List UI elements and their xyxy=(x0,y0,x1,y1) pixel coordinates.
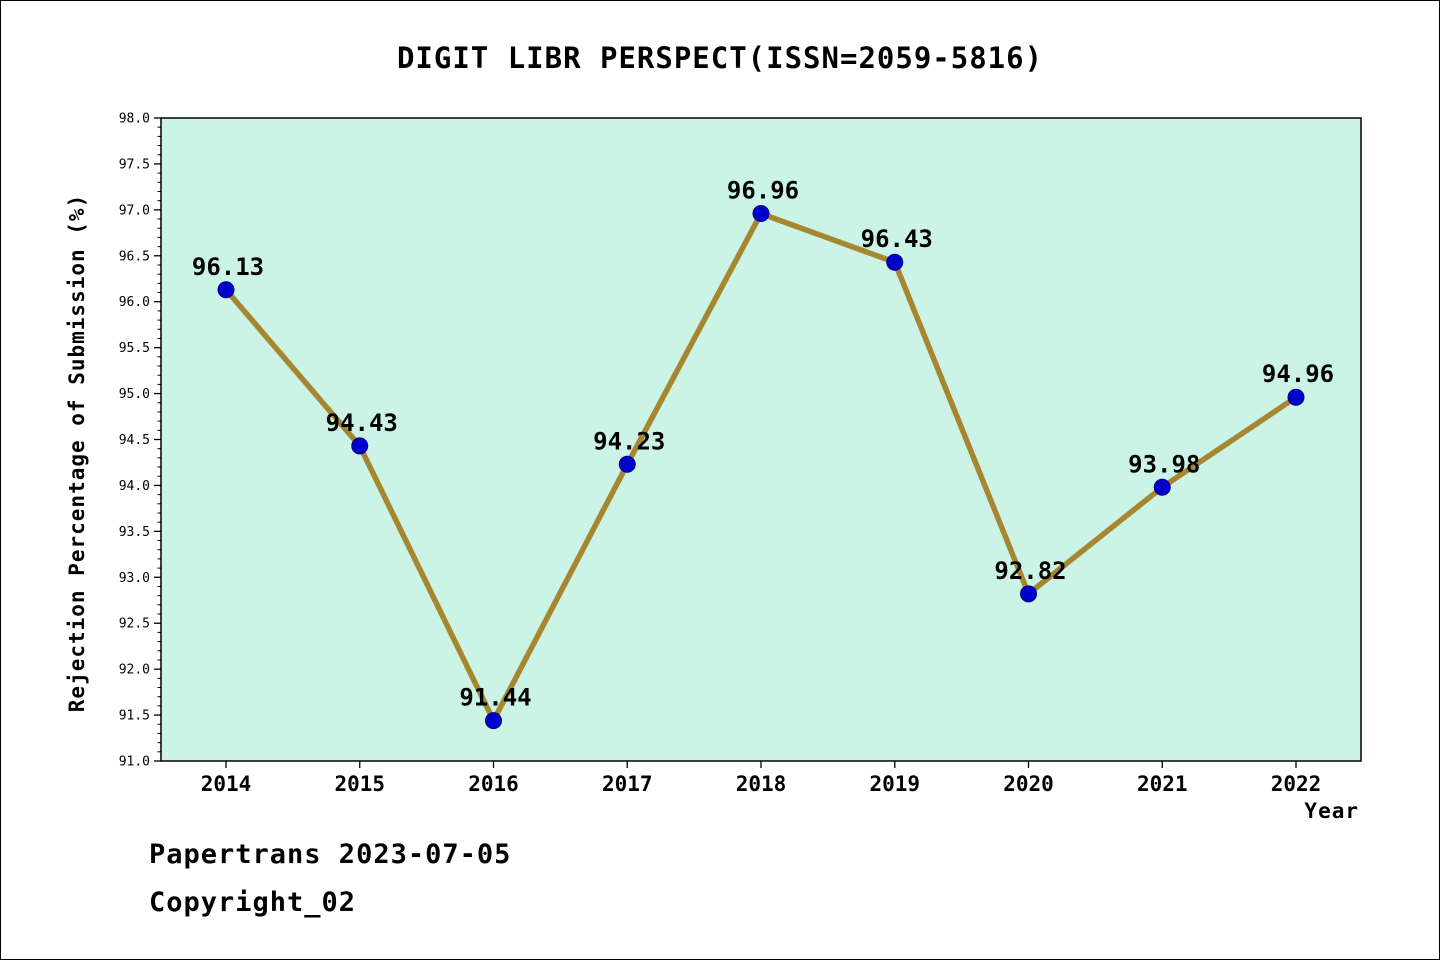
x-tick-label: 2022 xyxy=(1271,772,1322,796)
point-label: 94.96 xyxy=(1262,360,1334,388)
y-tick-label: 94.0 xyxy=(119,479,150,494)
y-tick-label: 96.0 xyxy=(119,295,150,310)
x-tick-label: 2018 xyxy=(736,772,787,796)
y-tick-label: 94.5 xyxy=(119,433,150,448)
data-point xyxy=(217,281,235,299)
data-point xyxy=(351,437,369,455)
data-point xyxy=(618,455,636,473)
data-point xyxy=(485,712,502,730)
chart-title: DIGIT LIBR PERSPECT(ISSN=2059-5816) xyxy=(396,41,1044,75)
data-point xyxy=(1153,478,1171,496)
x-tick-label: 2020 xyxy=(1003,772,1054,796)
point-label: 94.43 xyxy=(326,409,398,437)
x-tick-label: 2016 xyxy=(468,772,519,796)
y-tick-label: 95.5 xyxy=(119,341,150,356)
copyright-note: Copyright_02 xyxy=(149,887,357,918)
y-tick-label: 97.5 xyxy=(119,157,150,172)
point-label: 94.23 xyxy=(593,427,665,455)
y-tick-label: 92.5 xyxy=(119,617,150,632)
x-tick-label: 2014 xyxy=(201,772,252,796)
y-tick-label: 96.5 xyxy=(119,249,150,264)
point-label: 91.44 xyxy=(459,684,531,712)
source-note: Papertrans 2023-07-05 xyxy=(149,839,512,870)
y-tick-label: 93.0 xyxy=(119,571,150,586)
x-tick-label: 2021 xyxy=(1137,772,1188,796)
y-tick-label: 91.0 xyxy=(119,755,150,770)
y-axis-label: Rejection Percentage of Submission (%) xyxy=(65,193,89,713)
data-point xyxy=(1287,388,1305,406)
data-point xyxy=(1020,585,1037,603)
point-label: 92.82 xyxy=(994,557,1066,585)
y-tick-label: 92.0 xyxy=(119,663,150,678)
point-label: 93.98 xyxy=(1128,450,1200,478)
data-point xyxy=(752,205,770,223)
x-tick-label: 2017 xyxy=(602,772,653,796)
point-label: 96.43 xyxy=(861,225,933,253)
x-axis-label: Year xyxy=(1304,799,1359,823)
y-tick-label: 95.0 xyxy=(119,387,150,402)
y-tick-label: 98.0 xyxy=(119,112,150,127)
x-tick-label: 2015 xyxy=(334,772,385,796)
point-label: 96.13 xyxy=(192,253,264,281)
point-label: 96.96 xyxy=(727,177,799,205)
y-tick-label: 91.5 xyxy=(119,709,150,724)
x-tick-label: 2019 xyxy=(869,772,920,796)
y-tick-label: 93.5 xyxy=(119,525,150,540)
y-tick-label: 97.0 xyxy=(119,203,150,218)
data-point xyxy=(886,253,904,271)
